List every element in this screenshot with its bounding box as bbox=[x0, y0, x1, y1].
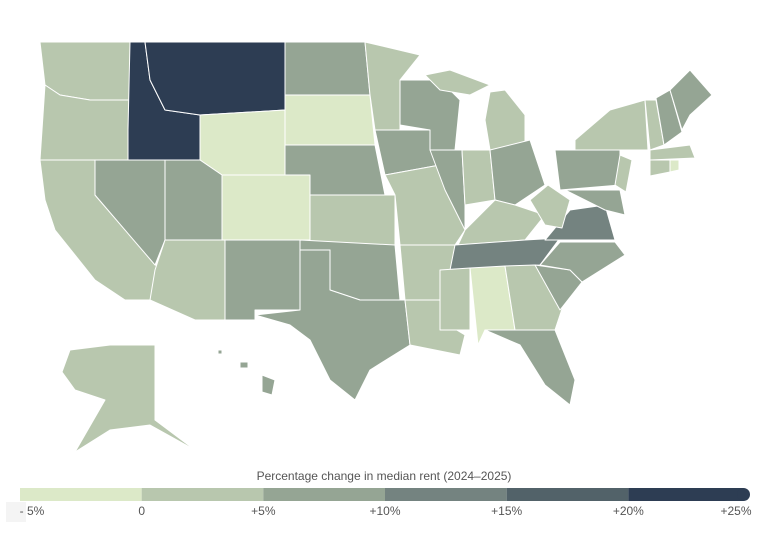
legend: - 5% 0 +5% +10% +15% +20% +25% bbox=[20, 488, 752, 518]
state bbox=[649, 159, 671, 177]
state bbox=[309, 194, 396, 246]
state bbox=[261, 374, 276, 396]
legend-swatch-end bbox=[737, 488, 750, 501]
state bbox=[649, 144, 696, 161]
state bbox=[144, 41, 286, 116]
state bbox=[457, 199, 546, 246]
legend-tick-label: +15% bbox=[491, 504, 522, 518]
legend-swatch bbox=[141, 488, 264, 501]
state bbox=[504, 264, 566, 331]
state bbox=[199, 109, 286, 176]
legend-swatch bbox=[628, 488, 744, 501]
state bbox=[669, 69, 713, 131]
legend-tick-label: +5% bbox=[251, 504, 276, 518]
state bbox=[94, 159, 166, 266]
legend-swatch bbox=[506, 488, 629, 501]
state bbox=[489, 139, 546, 206]
state bbox=[239, 361, 249, 369]
state bbox=[655, 89, 683, 146]
state bbox=[449, 237, 561, 271]
state bbox=[284, 41, 371, 96]
state bbox=[461, 149, 496, 206]
state bbox=[669, 159, 680, 173]
state bbox=[164, 159, 223, 241]
legend-swatch bbox=[20, 488, 142, 501]
state bbox=[217, 349, 223, 355]
state bbox=[424, 69, 491, 96]
legend-swatch bbox=[263, 488, 385, 501]
state bbox=[429, 149, 466, 231]
legend-tick-label: +10% bbox=[369, 504, 400, 518]
us-map bbox=[39, 41, 713, 453]
legend-tick-label: - 5% bbox=[20, 504, 45, 518]
legend-tick-label: +20% bbox=[613, 504, 644, 518]
state bbox=[484, 329, 576, 406]
state bbox=[564, 189, 626, 216]
state bbox=[554, 149, 621, 191]
state bbox=[614, 154, 633, 193]
state bbox=[284, 94, 376, 146]
legend-tick-label: 0 bbox=[138, 504, 145, 518]
state bbox=[484, 89, 526, 151]
legend-tick-label: +25% bbox=[720, 504, 751, 518]
legend-title: Percentage change in median rent (2024–2… bbox=[257, 469, 512, 483]
legend-swatch bbox=[385, 488, 507, 501]
corner-box bbox=[6, 502, 26, 522]
state bbox=[529, 184, 571, 229]
state bbox=[61, 344, 196, 453]
state bbox=[224, 239, 301, 321]
state bbox=[254, 249, 411, 401]
state bbox=[221, 174, 311, 241]
state bbox=[539, 241, 626, 283]
state bbox=[439, 267, 471, 331]
state bbox=[574, 99, 649, 151]
state bbox=[149, 239, 226, 321]
